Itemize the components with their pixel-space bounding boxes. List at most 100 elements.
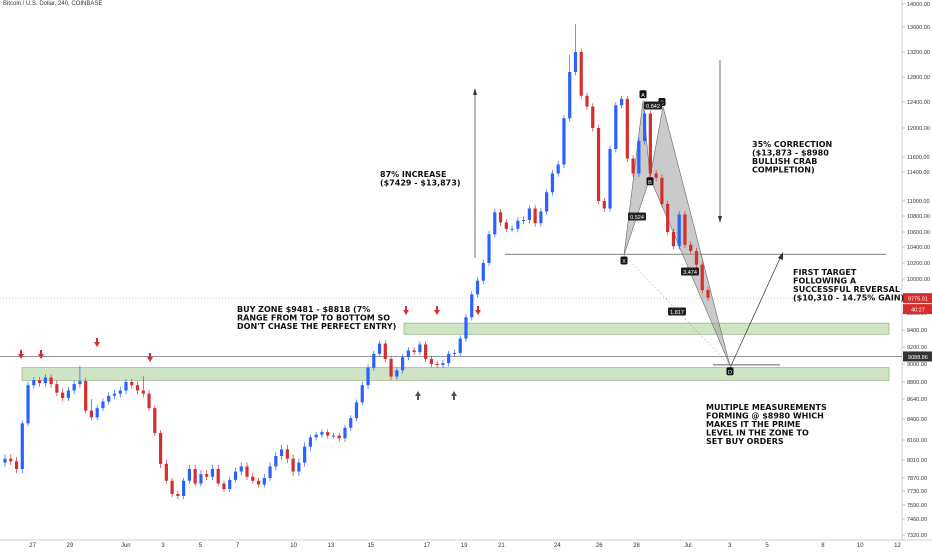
time-tick-label: 7 — [236, 543, 240, 549]
pattern-point-A-bg — [639, 90, 647, 99]
sell-marker-icon — [94, 342, 100, 347]
candle-body — [360, 385, 364, 403]
annotation-line: RANGE FROM TOP TO BOTTOM SO — [237, 314, 390, 323]
candle-body — [637, 141, 641, 174]
candle-body — [26, 385, 30, 424]
candle-body — [72, 384, 76, 391]
sell-marker-icon — [434, 310, 440, 315]
pattern-point-D: D — [728, 370, 732, 376]
candle-body — [452, 352, 457, 354]
candle-body — [487, 234, 491, 263]
time-tick-label: 29 — [67, 543, 74, 549]
candle-body — [522, 220, 526, 221]
candle-body — [130, 382, 134, 386]
correction-arrow-head — [718, 216, 722, 223]
price-tick-label: 10400.00 — [907, 245, 930, 251]
candle-body — [297, 462, 301, 472]
price-tick-label: 7870.00 — [907, 476, 927, 482]
annotation-line: SUCCESSFUL REVERSAL — [793, 285, 900, 294]
price-tick-label: 8800.00 — [907, 380, 927, 386]
price-tick-label: 11400.00 — [907, 170, 930, 176]
candle-body — [182, 480, 186, 496]
price-tick-label: 7590.00 — [907, 503, 927, 509]
candle-body — [49, 377, 53, 385]
time-tick-label: 19 — [461, 543, 468, 549]
time-tick-label: 13 — [328, 543, 335, 549]
candle-body — [441, 363, 445, 365]
candle-body — [510, 228, 514, 230]
candle-body — [545, 192, 549, 212]
ratio-badge-bg — [668, 307, 686, 316]
candle-body — [118, 390, 122, 394]
candle-body — [418, 344, 422, 353]
candle-body — [222, 483, 226, 490]
time-tick-label: 28 — [633, 543, 640, 549]
candle-body — [193, 469, 197, 484]
candle-body — [596, 128, 601, 201]
sell-marker-icon — [403, 310, 409, 315]
sell-marker-stem — [20, 350, 22, 354]
target-arrow-head — [778, 252, 783, 260]
annotation-line: SET BUY ORDERS — [706, 437, 784, 446]
price-tick-label: 7320.00 — [907, 533, 927, 539]
candle-body — [591, 106, 595, 128]
buy-marker-icon — [415, 391, 421, 396]
sell-marker-stem — [40, 350, 42, 354]
candle-body — [389, 358, 393, 377]
candle-body — [504, 222, 508, 229]
time-tick-label: 3 — [728, 543, 732, 549]
candle-body — [579, 52, 583, 96]
candle-body — [3, 458, 7, 463]
annotation-line: BULLISH CRAB — [752, 157, 817, 166]
candle-body — [395, 370, 399, 377]
candle-body — [585, 95, 589, 107]
sell-marker-stem — [477, 306, 479, 310]
candle-body — [55, 384, 59, 393]
candle-body — [20, 423, 24, 469]
pattern-point-X-bg — [620, 256, 628, 265]
candle-body — [493, 212, 497, 235]
price-tick-label: 10200.00 — [907, 261, 930, 267]
countdown-tag-bg — [903, 304, 932, 315]
pattern-point-D-bg — [726, 367, 734, 376]
level-price-tag: 9088.86 — [908, 355, 928, 361]
chart-title: Bitcoin / U.S. Dollar, 240, COINBASE — [3, 1, 103, 7]
candle-body — [43, 377, 47, 384]
candle-body — [141, 390, 145, 394]
annotation-text: BUY ZONE $9481 - $8818 (7% RANGE FROM TOP… — [237, 305, 396, 331]
annotation-line: ($7429 - $13,873) — [380, 179, 460, 188]
candle-body — [568, 72, 572, 119]
candle-body — [372, 353, 376, 368]
candle-body — [256, 480, 261, 485]
annotation-line: DON'T CHASE THE PERFECT ENTRY) — [237, 322, 396, 331]
candle-body — [412, 350, 416, 353]
time-tick-label: Jul — [684, 543, 692, 549]
annotation-line: MULTIPLE MEASUREMENTS — [706, 403, 827, 412]
price-tick-label: 11000.00 — [907, 199, 930, 205]
candle-body — [303, 446, 307, 463]
ratio-badge-bg — [681, 267, 699, 276]
price-tick-label: 8160.00 — [907, 438, 927, 444]
last-price-tag: 9775.01 — [908, 297, 928, 303]
annotation-line: BUY ZONE $9481 - $8818 (7% — [237, 305, 370, 314]
candle-body — [481, 263, 485, 281]
buy-zone-upper — [403, 322, 890, 335]
last-price-tag-bg — [903, 293, 932, 304]
candle-body — [61, 392, 65, 398]
buy-zone-lower — [21, 367, 890, 381]
time-tick-label: 10 — [857, 543, 864, 549]
candle-body — [671, 232, 676, 247]
candle-body — [205, 474, 209, 477]
sell-marker-icon — [18, 354, 24, 359]
pattern-point-B: B — [648, 180, 652, 186]
candle-body — [694, 251, 699, 265]
candle-body — [158, 433, 163, 464]
candle-body — [706, 290, 710, 298]
candle-body — [689, 244, 693, 251]
target-arrow-line — [729, 255, 782, 369]
candle-body — [677, 214, 681, 247]
buy-marker-stem — [417, 396, 419, 400]
time-tick-label: 8 — [821, 543, 825, 549]
